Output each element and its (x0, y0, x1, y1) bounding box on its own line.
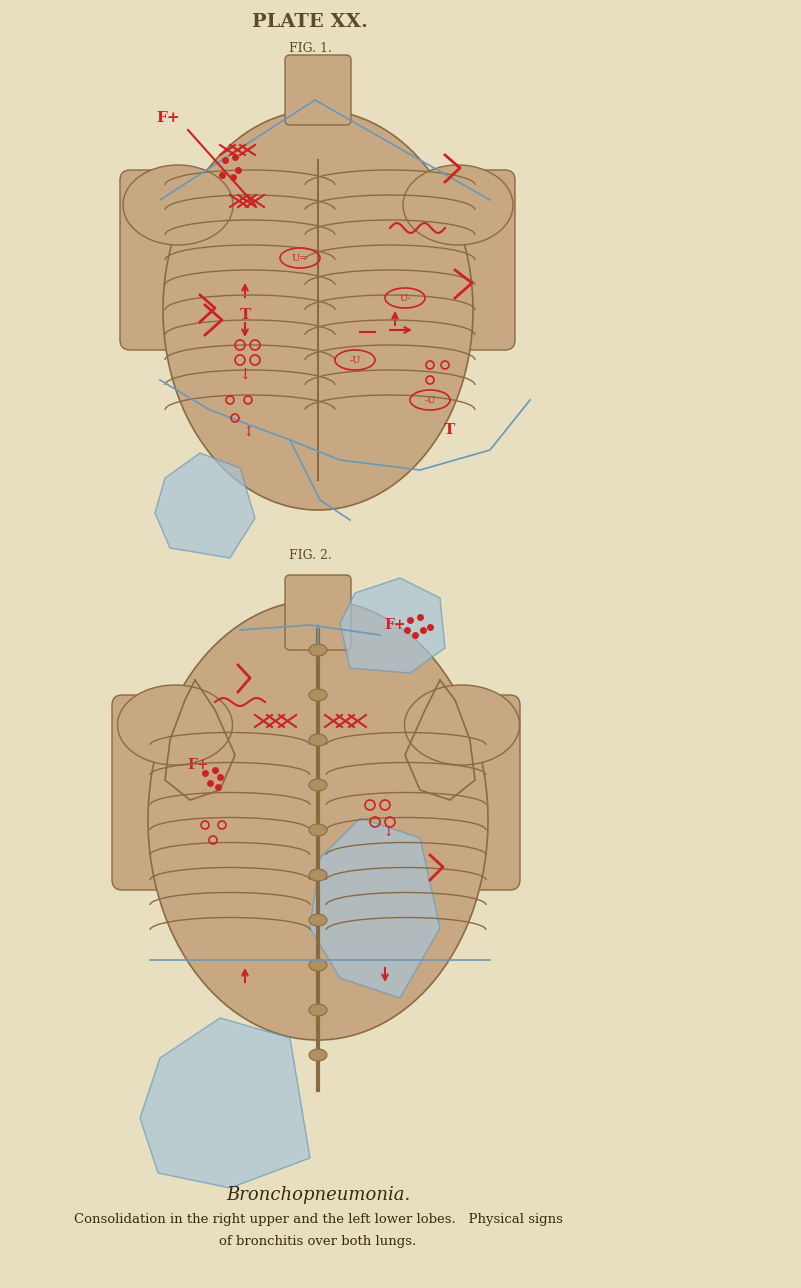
Text: T: T (445, 422, 456, 437)
Ellipse shape (309, 734, 327, 746)
Ellipse shape (309, 914, 327, 926)
Ellipse shape (309, 869, 327, 881)
Polygon shape (310, 818, 440, 998)
Ellipse shape (148, 600, 488, 1039)
Text: U-: U- (400, 294, 411, 303)
Polygon shape (340, 578, 445, 674)
FancyBboxPatch shape (285, 55, 351, 125)
Ellipse shape (309, 644, 327, 656)
Ellipse shape (309, 779, 327, 791)
Text: Bronchopneumonia.: Bronchopneumonia. (226, 1186, 410, 1204)
Text: Consolidation in the right upper and the left lower lobes.   Physical signs: Consolidation in the right upper and the… (74, 1213, 562, 1226)
Text: T: T (239, 308, 251, 322)
Ellipse shape (403, 165, 513, 245)
Polygon shape (155, 453, 255, 558)
Text: of bronchitis over both lungs.: of bronchitis over both lungs. (219, 1235, 417, 1248)
Text: ↕: ↕ (242, 425, 254, 439)
Ellipse shape (309, 1005, 327, 1016)
FancyBboxPatch shape (112, 696, 187, 890)
Text: FIG. 1.: FIG. 1. (288, 41, 332, 54)
Ellipse shape (309, 1048, 327, 1061)
Text: ↕: ↕ (239, 368, 252, 383)
FancyBboxPatch shape (120, 170, 195, 350)
FancyBboxPatch shape (445, 696, 520, 890)
Text: -U: -U (349, 355, 360, 365)
FancyBboxPatch shape (285, 574, 351, 650)
Text: U=: U= (292, 254, 308, 263)
Ellipse shape (309, 824, 327, 836)
Text: F+: F+ (187, 759, 209, 772)
Ellipse shape (118, 685, 232, 765)
Ellipse shape (309, 689, 327, 701)
Ellipse shape (309, 960, 327, 971)
Text: ↓: ↓ (382, 826, 394, 838)
Text: F+: F+ (156, 111, 179, 125)
Text: -U: -U (425, 395, 436, 404)
Ellipse shape (405, 685, 520, 765)
FancyBboxPatch shape (440, 170, 515, 350)
Ellipse shape (123, 165, 233, 245)
Text: PLATE XX.: PLATE XX. (252, 13, 368, 31)
Text: F+: F+ (384, 618, 406, 632)
Polygon shape (140, 1018, 310, 1188)
Text: FIG. 2.: FIG. 2. (288, 549, 332, 562)
Ellipse shape (163, 109, 473, 510)
